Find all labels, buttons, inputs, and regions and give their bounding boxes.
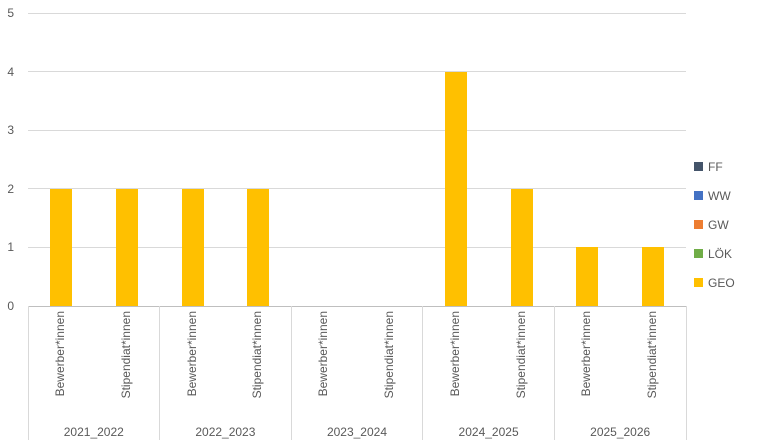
- legend-item-gw[interactable]: GW: [694, 215, 735, 234]
- bar-geo-2022_2023-0[interactable]: [181, 188, 204, 306]
- category-label: Bewerber*innen: [52, 311, 67, 397]
- chart-legend: FF WW GW LÖK GEO: [694, 157, 735, 292]
- legend-item-ff[interactable]: FF: [694, 157, 735, 176]
- category-label: Stipendiat*innen: [118, 311, 133, 399]
- legend-swatch-lök: [694, 249, 703, 258]
- group-label: 2023_2024: [326, 425, 388, 439]
- category-label: Bewerber*innen: [184, 311, 199, 397]
- legend-swatch-geo: [694, 278, 703, 287]
- group-label: 2025_2026: [590, 425, 651, 439]
- group-label: 2021_2022: [63, 425, 124, 439]
- bar-geo-2025_2026-0[interactable]: [576, 247, 599, 306]
- y-tick-label: 2: [7, 181, 14, 196]
- group-divider: [553, 306, 555, 440]
- bar-geo-2022_2023-1[interactable]: [247, 188, 270, 306]
- legend-swatch-gw: [694, 220, 703, 229]
- y-tick-label: 1: [7, 240, 14, 255]
- bar-geo-2021_2022-0[interactable]: [49, 188, 72, 306]
- legend-item-lök[interactable]: LÖK: [694, 244, 735, 263]
- legend-item-geo[interactable]: GEO: [694, 273, 735, 292]
- y-tick-label: 3: [7, 123, 14, 138]
- category-label: Stipendiat*innen: [645, 311, 660, 399]
- group-label: 2022_2023: [195, 425, 256, 439]
- gridline: [28, 129, 686, 131]
- category-label: Bewerber*innen: [316, 311, 331, 397]
- legend-swatch-ff: [694, 162, 703, 171]
- group-label: 2024_2025: [458, 425, 519, 439]
- group-divider: [27, 306, 29, 440]
- legend-label: GEO: [708, 275, 735, 290]
- y-tick-label: 4: [7, 64, 14, 79]
- legend-label: FF: [708, 159, 723, 174]
- category-label: Stipendiat*innen: [513, 311, 528, 399]
- legend-item-ww[interactable]: WW: [694, 186, 735, 205]
- gridline: [28, 71, 686, 73]
- group-divider: [422, 306, 424, 440]
- group-divider: [685, 306, 687, 440]
- bar-geo-2025_2026-1[interactable]: [642, 247, 665, 306]
- category-label: Stipendiat*innen: [250, 311, 265, 399]
- group-divider: [290, 306, 292, 440]
- gridline: [28, 12, 686, 14]
- bar-geo-2024_2025-0[interactable]: [444, 71, 467, 306]
- bar-geo-2024_2025-1[interactable]: [510, 188, 533, 306]
- legend-swatch-ww: [694, 191, 703, 200]
- category-label: Bewerber*innen: [447, 311, 462, 397]
- y-tick-label: 5: [7, 6, 14, 20]
- bar-geo-2021_2022-1[interactable]: [115, 188, 138, 306]
- group-divider: [159, 306, 161, 440]
- legend-label: LÖK: [708, 246, 733, 261]
- category-label: Bewerber*innen: [579, 311, 594, 397]
- legend-label: WW: [708, 188, 731, 203]
- y-tick-label: 0: [7, 299, 14, 313]
- legend-label: GW: [708, 217, 729, 232]
- category-label: Stipendiat*innen: [381, 311, 396, 399]
